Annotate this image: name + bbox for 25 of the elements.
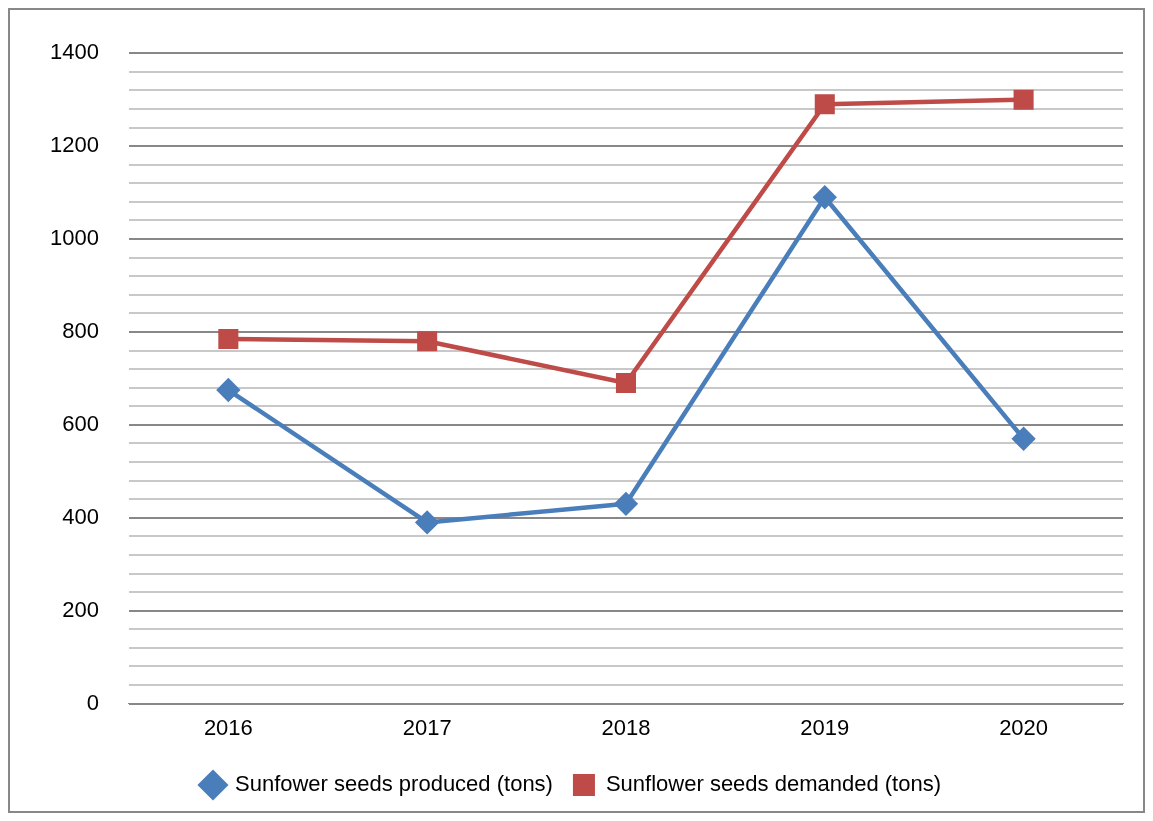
y-tick-label: 400 [62,503,99,529]
point [615,373,636,394]
y-tick-label: 1400 [49,39,99,65]
x-tick-label: 2017 [402,714,452,740]
point [614,492,638,516]
x-tick-label: 2016 [203,714,253,740]
point [218,328,239,349]
point [813,185,837,209]
x-tick-label: 2020 [999,714,1049,740]
legend-label: Sunfower seeds produced (tons) [234,771,553,797]
y-tick-label: 1000 [49,225,99,251]
point [1013,89,1034,110]
y-tick-label: 800 [62,318,99,344]
y-tick-label: 600 [62,410,99,436]
point [814,94,835,115]
y-tick-label: 1200 [49,132,99,158]
point [415,511,439,534]
legend-label: Sunflower seeds demanded (tons) [605,771,942,797]
y-tick-label: 0 [86,689,99,715]
point [217,378,240,402]
x-tick-label: 2018 [601,714,651,740]
y-tick-label: 200 [62,596,99,622]
point [417,331,438,352]
point [1012,427,1035,451]
x-tick-label: 2019 [800,714,850,740]
